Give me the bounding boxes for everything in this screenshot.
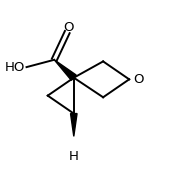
Text: O: O	[64, 21, 74, 34]
Polygon shape	[70, 114, 77, 136]
Text: O: O	[133, 73, 144, 86]
Text: H: H	[69, 150, 79, 163]
Text: HO: HO	[5, 61, 25, 74]
Polygon shape	[54, 60, 76, 80]
